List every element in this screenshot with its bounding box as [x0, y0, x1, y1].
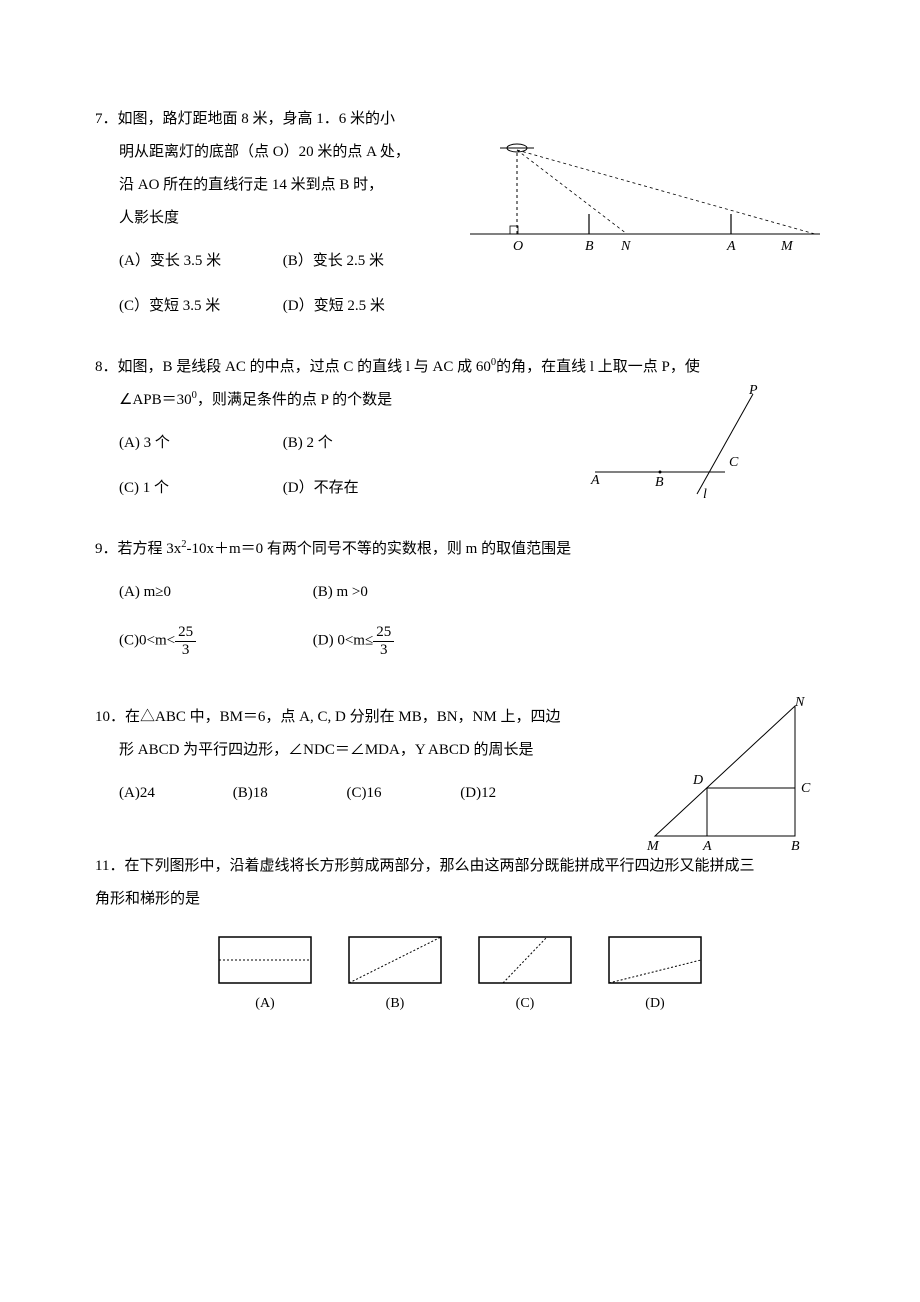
- q10-label-D: D: [692, 773, 703, 788]
- q8-option-c: (C) 1 个: [119, 475, 279, 502]
- q8-option-b: (B) 2 个: [283, 430, 443, 457]
- q7-label-O: O: [513, 239, 523, 254]
- q10-option-a: (A)24: [119, 780, 229, 807]
- q11-options: (A) (B) (C) (D): [95, 933, 825, 1016]
- q11-label-d: (D): [605, 991, 705, 1016]
- q11-stem-line1: 11．在下列图形中，沿着虚线将长方形剪成两部分，那么由这两部分既能拼成平行四边形…: [95, 853, 825, 880]
- q10-option-c: (C)16: [347, 780, 457, 807]
- q9-d-pre: (D) 0<m≤: [313, 632, 373, 648]
- q10-label-B: B: [791, 839, 800, 854]
- q7-option-b: (B）变长 2.5 米: [283, 248, 443, 275]
- q8-figure: P A B C l: [585, 384, 785, 514]
- q10-figure: N D C M A B: [635, 696, 825, 866]
- q11-label-b: (B): [345, 991, 445, 1016]
- q9-stem-suffix: -10x＋m＝0 有两个同号不等的实数根，则 m 的取值范围是: [187, 541, 572, 557]
- q8-l2-prefix: ∠APB＝30: [119, 392, 192, 408]
- q10-option-b: (B)18: [233, 780, 343, 807]
- q11-option-d: (D): [605, 933, 705, 1016]
- q9-stem-prefix: 9．若方程 3x: [95, 541, 181, 557]
- q7-figure: O B N A M: [465, 136, 825, 266]
- q10-option-d: (D)12: [460, 780, 570, 807]
- q9-option-d: (D) 0<m≤253: [313, 624, 473, 658]
- q11-stem-line2: 角形和梯形的是: [95, 886, 825, 913]
- q8-label-C: C: [729, 455, 739, 470]
- question-7: O B N A M 7．如图，路灯距地面 8 米，身高 1．6 米的小 明从距离…: [95, 106, 825, 326]
- q8-svg: P A B C l: [585, 384, 785, 504]
- q9-options: (A) m≥0 (B) m >0 (C)0<m<253 (D) 0<m≤253: [119, 573, 825, 664]
- question-8: P A B C l 8．如图，B 是线段 AC 的中点，过点 C 的直线 l 与…: [95, 354, 825, 508]
- q8-option-a: (A) 3 个: [119, 430, 279, 457]
- q7-stem-line1: 7．如图，路灯距地面 8 米，身高 1．6 米的小: [95, 106, 825, 133]
- q10-label-A: A: [702, 839, 712, 854]
- question-11: 11．在下列图形中，沿着虚线将长方形剪成两部分，那么由这两部分既能拼成平行四边形…: [95, 853, 825, 1016]
- q7-label-B: B: [585, 239, 594, 254]
- q8-option-d: (D）不存在: [283, 475, 443, 502]
- q8-l1-suffix: 的角，在直线 l 上取一点 P，使: [496, 359, 700, 375]
- q7-label-N: N: [620, 239, 631, 254]
- q8-l1-prefix: 8．如图，B 是线段 AC 的中点，过点 C 的直线 l 与 AC 成 60: [95, 359, 491, 375]
- q8-label-P: P: [748, 384, 758, 398]
- q7-option-c: (C）变短 3.5 米: [119, 293, 279, 320]
- q9-option-a: (A) m≥0: [119, 579, 309, 606]
- q7-option-d: (D）变短 2.5 米: [283, 293, 443, 320]
- q7-option-a: (A）变长 3.5 米: [119, 248, 279, 275]
- q9-d-frac: 253: [373, 624, 394, 658]
- q8-label-B: B: [655, 475, 664, 490]
- q11-option-a: (A): [215, 933, 315, 1016]
- q9-option-b: (B) m >0: [313, 579, 473, 606]
- q8-l2-suffix: ，则满足条件的点 P 的个数是: [197, 392, 392, 408]
- q9-c-frac: 253: [175, 624, 196, 658]
- question-10: N D C M A B 10．在△ABC 中，BM＝6，点 A, C, D 分别…: [95, 704, 825, 813]
- q10-svg: N D C M A B: [635, 696, 825, 856]
- q9-stem: 9．若方程 3x2-10x＋m＝0 有两个同号不等的实数根，则 m 的取值范围是: [95, 536, 825, 563]
- q10-label-M: M: [646, 839, 660, 854]
- question-9: 9．若方程 3x2-10x＋m＝0 有两个同号不等的实数根，则 m 的取值范围是…: [95, 536, 825, 664]
- q7-label-A: A: [726, 239, 736, 254]
- q8-label-A: A: [590, 473, 600, 488]
- q7-label-M: M: [780, 239, 794, 254]
- q9-c-pre: (C)0<m<: [119, 632, 175, 648]
- q8-stem-line1: 8．如图，B 是线段 AC 的中点，过点 C 的直线 l 与 AC 成 600的…: [95, 354, 825, 381]
- q11-label-a: (A): [215, 991, 315, 1016]
- q9-option-c: (C)0<m<253: [119, 624, 309, 658]
- q11-option-b: (B): [345, 933, 445, 1016]
- q10-label-N: N: [794, 696, 805, 710]
- q8-label-l: l: [703, 487, 707, 502]
- q7-svg: O B N A M: [465, 136, 825, 256]
- q10-label-C: C: [801, 781, 811, 796]
- q11-option-c: (C): [475, 933, 575, 1016]
- q11-label-c: (C): [475, 991, 575, 1016]
